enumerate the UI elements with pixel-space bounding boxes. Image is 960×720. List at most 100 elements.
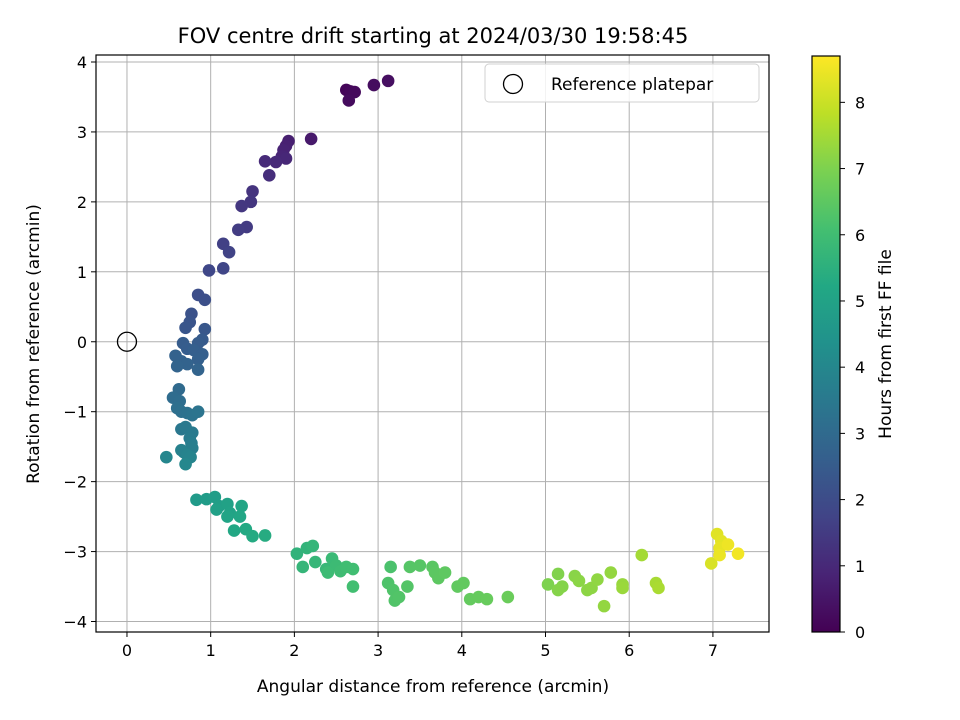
data-point xyxy=(296,560,310,574)
data-point xyxy=(346,562,360,576)
data-point xyxy=(190,493,203,507)
y-tick-label: 2 xyxy=(77,193,87,212)
colorbar-tick-label: 8 xyxy=(855,93,865,112)
data-point xyxy=(216,262,230,275)
x-tick-label: 3 xyxy=(373,641,383,660)
data-point xyxy=(457,576,470,590)
data-point xyxy=(652,581,665,595)
data-point xyxy=(551,583,565,597)
data-point xyxy=(604,566,618,579)
data-point xyxy=(246,185,259,198)
y-tick-label: 4 xyxy=(77,53,87,72)
data-point xyxy=(704,557,718,570)
data-point xyxy=(233,510,247,523)
data-point xyxy=(616,581,629,595)
x-tick-label: 1 xyxy=(206,641,216,660)
colorbar-gradient xyxy=(811,55,841,633)
data-point xyxy=(572,574,586,588)
data-point xyxy=(269,155,283,169)
axis-ticks: 0 1 2 3 4 5 6 7 −4 −3 −2 −1 0 1 2 3 4 xyxy=(63,53,718,660)
data-point xyxy=(246,529,259,543)
data-point xyxy=(591,573,604,586)
data-point xyxy=(309,555,322,569)
data-point xyxy=(480,592,494,606)
y-tick-label: −4 xyxy=(63,613,87,632)
data-point xyxy=(541,578,555,591)
data-point xyxy=(306,539,320,553)
data-point xyxy=(191,363,205,377)
data-point xyxy=(227,524,241,537)
x-tick-label: 7 xyxy=(708,641,718,660)
legend: Reference platepar xyxy=(484,63,760,103)
data-point xyxy=(438,566,452,579)
data-point xyxy=(413,559,427,572)
data-point xyxy=(392,590,406,604)
y-tick-label: 0 xyxy=(77,333,87,352)
legend-marker-open-circle xyxy=(502,73,524,95)
data-point xyxy=(232,223,245,237)
colorbar-label: Hours from first FF file xyxy=(876,249,896,439)
data-point xyxy=(210,503,223,516)
legend-label: Reference platepar xyxy=(551,75,713,95)
data-point xyxy=(342,94,356,107)
data-point xyxy=(384,560,397,574)
data-point xyxy=(258,155,272,168)
data-point xyxy=(222,245,236,259)
data-point xyxy=(198,322,212,336)
data-point xyxy=(202,264,216,277)
data-point xyxy=(501,590,515,604)
data-point xyxy=(304,132,318,146)
data-point xyxy=(191,405,205,418)
data-point xyxy=(381,74,395,88)
y-tick-label: 3 xyxy=(77,123,87,142)
data-point xyxy=(262,168,276,182)
data-point xyxy=(721,538,735,551)
data-point xyxy=(321,566,335,579)
scatter-points xyxy=(160,74,745,613)
legend-box xyxy=(484,63,760,103)
data-point xyxy=(367,78,381,92)
x-tick-label: 2 xyxy=(289,641,299,660)
colorbar-tick-label: 5 xyxy=(855,292,865,311)
colorbar: 0 1 2 3 4 5 6 7 8 Hours from first FF file xyxy=(811,55,896,642)
data-point xyxy=(170,359,184,373)
colorbar-tick-label: 1 xyxy=(855,557,865,576)
colorbar-ticks: 0 1 2 3 4 5 6 7 8 xyxy=(840,93,865,642)
colorbar-tick-label: 2 xyxy=(855,491,865,510)
data-point xyxy=(551,567,565,581)
data-point xyxy=(401,580,414,593)
data-point xyxy=(258,529,272,542)
data-point xyxy=(179,321,192,335)
colorbar-tick-label: 4 xyxy=(855,358,865,377)
data-point xyxy=(191,352,205,366)
reference-marker-group xyxy=(116,331,138,352)
y-tick-label: −1 xyxy=(63,403,87,422)
x-tick-label: 0 xyxy=(122,641,132,660)
data-point xyxy=(180,357,194,371)
data-point xyxy=(290,547,304,560)
data-point xyxy=(221,510,234,523)
x-tick-label: 6 xyxy=(624,641,634,660)
data-point xyxy=(713,548,726,562)
y-axis-label: Rotation from reference (arcmin) xyxy=(24,204,44,484)
data-point xyxy=(179,457,192,471)
y-tick-label: −3 xyxy=(63,543,87,562)
data-point xyxy=(346,580,360,593)
y-tick-label: 1 xyxy=(77,263,87,282)
x-axis-label: Angular distance from reference (arcmin) xyxy=(257,677,609,697)
data-point xyxy=(403,560,417,574)
y-tick-label: −2 xyxy=(63,473,87,492)
data-point xyxy=(235,199,248,213)
x-tick-label: 5 xyxy=(540,641,550,660)
data-point xyxy=(597,599,611,613)
colorbar-tick-label: 0 xyxy=(855,623,865,642)
reference-platepar-marker xyxy=(116,331,138,352)
colorbar-tick-label: 6 xyxy=(855,226,865,245)
x-tick-label: 4 xyxy=(457,641,467,660)
grid xyxy=(96,55,769,632)
data-point xyxy=(279,152,293,165)
chart-title: FOV centre drift starting at 2024/03/30 … xyxy=(178,24,689,48)
data-point xyxy=(160,450,173,464)
colorbar-tick-label: 7 xyxy=(855,160,865,179)
